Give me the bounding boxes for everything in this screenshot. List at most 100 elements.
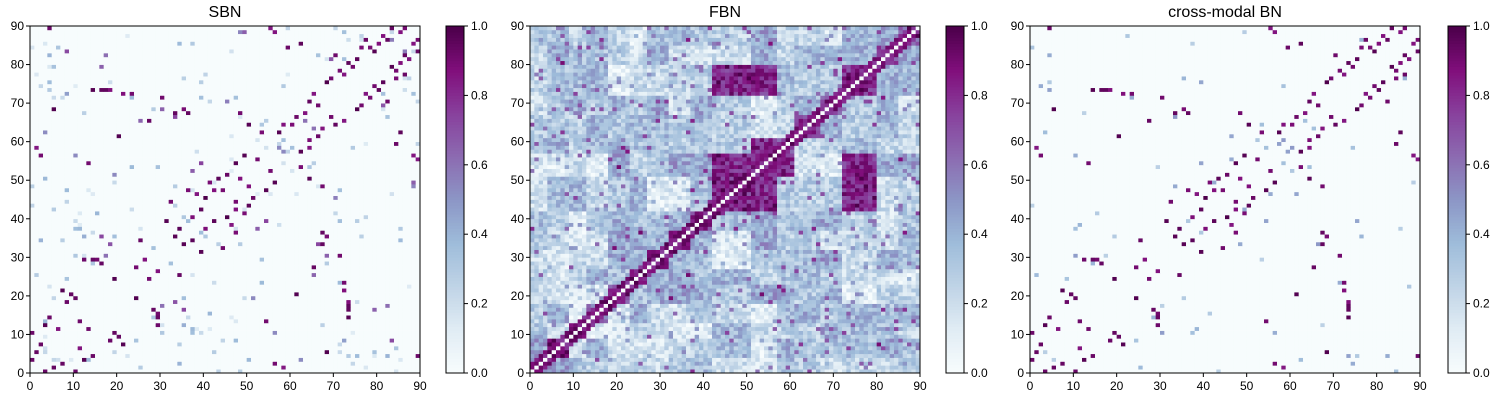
heatmap-cell [229, 284, 235, 289]
heatmap-cell [346, 195, 352, 200]
heatmap-cell [355, 268, 360, 274]
heatmap-cell [238, 265, 243, 270]
heatmap-cell [134, 253, 139, 258]
heatmap-cell [30, 261, 35, 266]
heatmap-cell [363, 222, 369, 227]
heatmap-cell [264, 207, 269, 212]
heatmap-cell [242, 249, 248, 254]
heatmap-cell [407, 299, 412, 304]
heatmap-cell [385, 303, 391, 308]
heatmap-cell [138, 257, 144, 262]
heatmap-cell [129, 322, 135, 328]
heatmap-cell [320, 238, 326, 243]
heatmap-cell [255, 218, 261, 223]
heatmap-cell [147, 299, 152, 304]
heatmap-cell [186, 295, 191, 301]
heatmap-cell [233, 334, 239, 339]
heatmap-cell [233, 349, 239, 355]
heatmap-cell [242, 295, 248, 301]
heatmap-cell [381, 257, 386, 262]
heatmap-cell [290, 176, 295, 181]
heatmap-cell [381, 349, 386, 355]
heatmap-cell [294, 160, 300, 166]
heatmap-cell [350, 211, 356, 216]
heatmap-cell [203, 222, 209, 227]
heatmap-cell [394, 272, 399, 277]
heatmap-cell [34, 184, 40, 189]
heatmap-cell [112, 249, 118, 254]
heatmap-cell [411, 238, 417, 243]
heatmap-cell [415, 292, 421, 297]
heatmap-cell [90, 265, 96, 270]
heatmap-cell [212, 276, 217, 281]
heatmap-cell [285, 322, 291, 328]
heatmap-cell [342, 272, 347, 277]
heatmap-cell [277, 199, 282, 204]
heatmap-cell [116, 191, 122, 196]
heatmap-cell [290, 168, 295, 173]
heatmap-cell [30, 257, 35, 262]
heatmap-cell [64, 245, 70, 250]
heatmap-cell [385, 253, 391, 258]
heatmap-cell [307, 346, 313, 351]
heatmap-cell [220, 268, 226, 274]
heatmap-cell [60, 330, 66, 335]
heatmap-cell [160, 176, 165, 181]
heatmap-cell [125, 245, 131, 250]
heatmap-cell [220, 330, 226, 335]
heatmap-cell [376, 168, 382, 173]
heatmap-cell [64, 353, 70, 358]
heatmap-cell [216, 245, 222, 250]
heatmap-cell [415, 303, 421, 308]
heatmap-cell [177, 230, 183, 235]
heatmap-cell [389, 280, 395, 285]
heatmap-cell [69, 191, 74, 196]
heatmap-cell [168, 326, 174, 331]
heatmap-cell [281, 261, 287, 266]
heatmap-cell [181, 195, 187, 200]
heatmap-cell [151, 272, 157, 277]
heatmap-cell [402, 191, 408, 196]
heatmap-cell [285, 346, 291, 351]
heatmap-cell [272, 342, 278, 347]
heatmap-cell [281, 268, 287, 274]
heatmap-cell [316, 330, 321, 335]
heatmap-cell [212, 315, 217, 320]
heatmap-cell [164, 303, 170, 308]
heatmap-cell [298, 342, 304, 347]
heatmap-cell [342, 303, 347, 308]
heatmap-cell [69, 261, 74, 266]
heatmap-cell [298, 180, 304, 185]
heatmap-cell [225, 284, 230, 289]
heatmap-cell [368, 241, 373, 247]
heatmap-cell [181, 234, 187, 239]
heatmap-cell [216, 187, 222, 193]
heatmap-cell [411, 253, 417, 258]
heatmap-cell [186, 288, 191, 293]
heatmap-cell [116, 295, 122, 301]
heatmap-cell [368, 307, 373, 312]
heatmap-cell [285, 234, 291, 239]
heatmap-cell [233, 245, 239, 250]
heatmap-cell [82, 172, 87, 177]
heatmap-cell [359, 330, 365, 335]
heatmap-cell [251, 365, 256, 370]
heatmap-cell [290, 322, 295, 328]
heatmap-cell [168, 211, 174, 216]
heatmap-cell [194, 157, 200, 162]
heatmap-cell [359, 280, 365, 285]
heatmap-cell [51, 322, 57, 328]
heatmap-cell [246, 176, 252, 181]
heatmap-cell [376, 211, 382, 216]
heatmap-cell [268, 342, 274, 347]
heatmap-cell [333, 338, 339, 343]
heatmap-cell [199, 176, 204, 181]
heatmap-cell [259, 230, 265, 235]
heatmap-cell [181, 257, 187, 262]
heatmap-cell [385, 249, 391, 254]
heatmap-cell [86, 284, 92, 289]
heatmap-cell [246, 272, 252, 277]
heatmap-cell [56, 361, 61, 366]
heatmap-cell [82, 203, 87, 208]
heatmap-cell [95, 160, 100, 166]
